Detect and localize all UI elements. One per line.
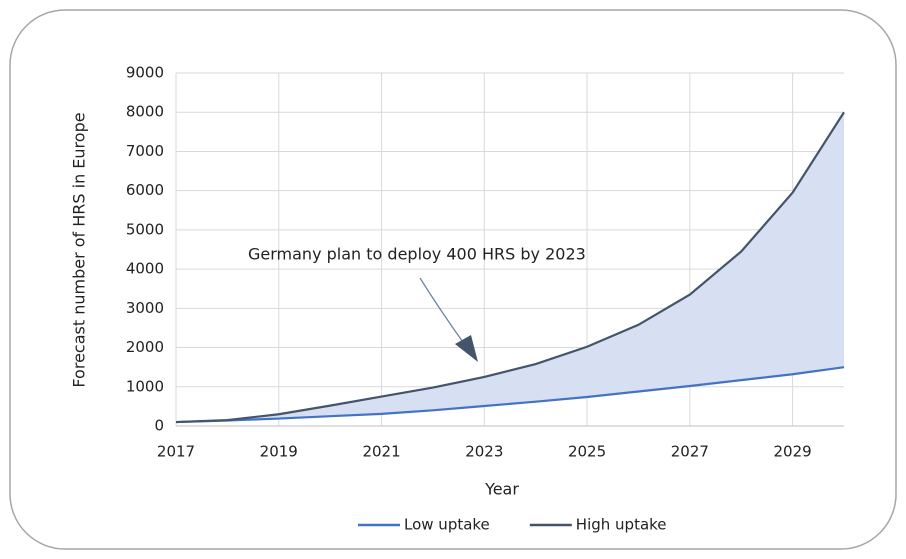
y-tick-label: 2000 [126, 338, 164, 356]
legend-label: Low uptake [404, 516, 490, 534]
annotation-arrow [419, 277, 466, 346]
legend-label: High uptake [576, 516, 667, 534]
x-tick-label: 2017 [157, 443, 195, 461]
y-axis-label: Forecast number of HRS in Europe [70, 112, 89, 387]
grid: 0 1000 2000 3000 4000 5000 6000 7000 8000 9000 201… [126, 64, 844, 461]
y-tick-label: 1000 [126, 377, 164, 395]
x-tick-label: 2027 [671, 443, 709, 461]
area-layer [176, 112, 844, 423]
annotation: Germany plan to deploy 400 HRS by 2023 [248, 245, 586, 264]
x-axis-label: Year [484, 480, 519, 499]
y-tick-label: 4000 [126, 260, 164, 278]
x-tick-label: 2021 [362, 443, 400, 461]
series-line [175, 366, 845, 424]
y-tick-label: 9000 [126, 64, 164, 82]
x-tick-label: 2029 [774, 443, 812, 461]
x-tick-label: 2025 [568, 443, 606, 461]
band-fill [176, 112, 844, 423]
y-tick-label: 3000 [126, 299, 164, 317]
y-tick-label: 7000 [126, 142, 164, 160]
y-tick-label: 5000 [126, 220, 164, 238]
x-tick-label: 2019 [260, 443, 298, 461]
y-tick-label: 0 [154, 417, 164, 435]
arrow-head [455, 335, 478, 362]
y-tick-label: 6000 [126, 181, 164, 199]
frame [9, 9, 897, 550]
y-tick-label: 8000 [126, 103, 164, 121]
x-tick-label: 2023 [465, 443, 503, 461]
legend: Low uptake High uptake [358, 516, 667, 534]
series-line [175, 111, 845, 424]
line-layer [175, 111, 845, 424]
